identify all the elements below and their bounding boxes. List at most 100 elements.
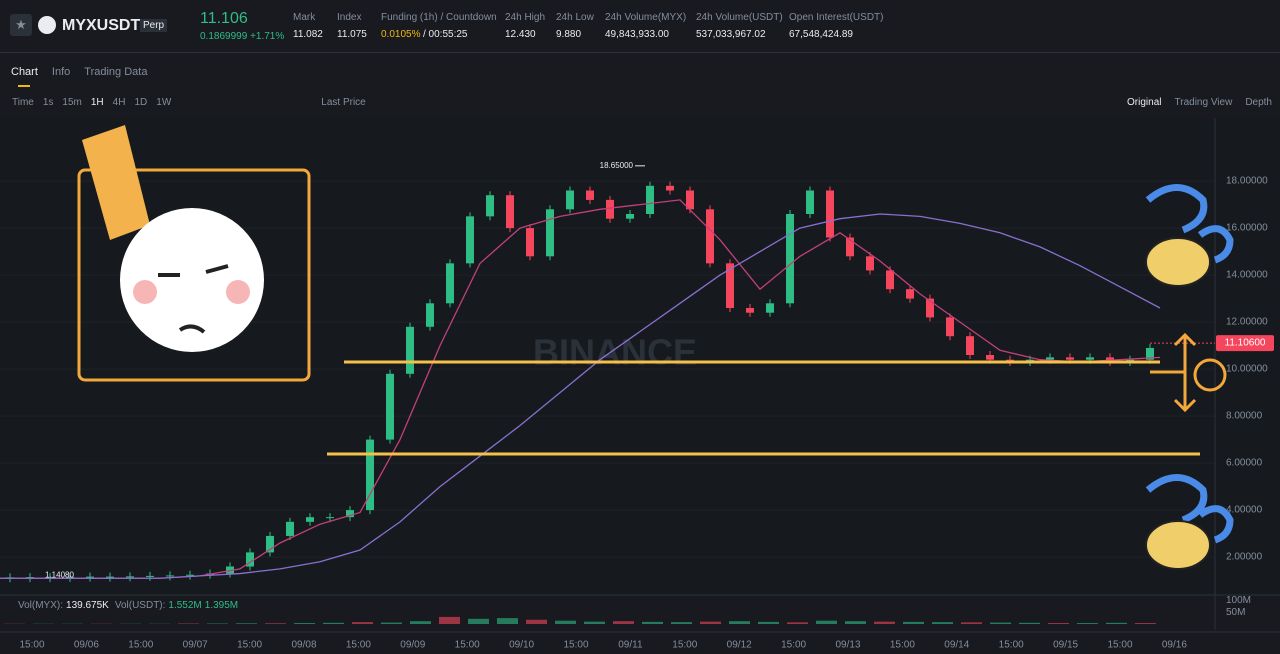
stat-value: 11.075 (337, 29, 367, 40)
volume-bar (236, 623, 257, 624)
candle (706, 209, 714, 264)
volume-bar (729, 621, 750, 624)
volume-bar (410, 621, 431, 624)
candle (746, 308, 754, 313)
volume-bar (439, 616, 460, 624)
x-tick-label: 15:00 (999, 640, 1024, 651)
candle (586, 190, 594, 200)
price-change: 0.1869999 +1.71% (200, 31, 284, 42)
candle (506, 195, 514, 229)
candle (146, 575, 154, 577)
candle (326, 517, 334, 519)
view[interactable]: Original (1127, 97, 1162, 108)
stat-value: 49,843,933.00 (605, 29, 669, 40)
candle (1046, 357, 1054, 360)
candle (486, 195, 494, 217)
tab[interactable]: Info (51, 66, 71, 78)
candle (1086, 357, 1094, 360)
view[interactable]: Trading View (1174, 97, 1233, 108)
interval[interactable]: 1D (134, 97, 148, 108)
symbol[interactable]: MYXUSDT (62, 17, 141, 34)
stat-label: 24h Volume(USDT) (696, 12, 783, 23)
y-tick-label: 2.00000 (1226, 552, 1263, 563)
toolbar: Time 1s 15m 1H 4H 1D 1W Last Price (0, 97, 366, 108)
y-tick-label: 12.00000 (1226, 317, 1268, 328)
candle (846, 237, 854, 257)
volume-bar (642, 621, 663, 624)
y-tick-label: 18.00000 (1226, 176, 1268, 187)
interval[interactable]: 15m (62, 97, 82, 108)
x-tick-label: 09/13 (835, 640, 860, 651)
candle (66, 576, 74, 578)
volume-bar (381, 622, 402, 624)
volume-bar (1077, 623, 1098, 624)
tab[interactable]: Trading Data (84, 66, 148, 78)
candle (666, 185, 674, 191)
stat-label: 24h Volume(MYX) (605, 12, 687, 23)
candle (926, 298, 934, 318)
candle (286, 521, 294, 536)
interval[interactable]: 1H (90, 97, 104, 108)
volume-bar (903, 621, 924, 624)
change-pct: +1.71% (250, 31, 285, 42)
candle (406, 326, 414, 374)
stat-label: 24h Low (556, 12, 594, 23)
candle (886, 270, 894, 290)
vol-value: 139.675K (66, 600, 109, 611)
y-tick-label: 10.00000 (1226, 364, 1268, 375)
candle (526, 228, 534, 257)
volume-bar (990, 622, 1011, 624)
vol-label: Vol(MYX): (18, 600, 64, 611)
last-price: 11.106 (200, 10, 248, 27)
tab[interactable]: Chart (11, 66, 38, 78)
candle (46, 577, 54, 579)
x-tick-label: 09/16 (1162, 640, 1187, 651)
candle (966, 336, 974, 355)
vol-label: Vol(USDT): (114, 600, 166, 611)
stat-value: 67,548,424.89 (789, 29, 853, 40)
candle (266, 535, 274, 553)
y-tick-label: 14.00000 (1226, 270, 1268, 281)
volume-bar (1019, 622, 1040, 624)
candle (106, 576, 114, 578)
interval[interactable]: 1W (156, 97, 172, 108)
candle (386, 373, 394, 440)
volume-bar (845, 621, 866, 624)
favorite-star[interactable]: ★ (10, 14, 32, 36)
change: 0.1869999 (200, 31, 248, 42)
volume-bar (294, 623, 315, 624)
volume-bar (555, 620, 576, 624)
interval[interactable]: Time (12, 97, 34, 108)
interval[interactable]: 1s (42, 97, 54, 108)
stat-value: 12.430 (505, 29, 536, 40)
price-type[interactable]: Last Price (321, 97, 366, 108)
last-price-box (1216, 335, 1274, 352)
candle (766, 303, 774, 313)
candle (166, 575, 174, 577)
volume-bar (526, 619, 547, 624)
volume-bar (758, 621, 779, 624)
candle (786, 214, 794, 304)
y-tick-label: 16.00000 (1226, 223, 1268, 234)
volume-bar (787, 622, 808, 624)
interval[interactable]: 4H (112, 97, 126, 108)
volume-bar (932, 622, 953, 624)
stat-value: 537,033,967.02 (696, 29, 766, 40)
stat-extra: / 00:55:25 (423, 29, 468, 40)
x-tick-label: 09/12 (727, 640, 752, 651)
low-label: 1.14080 (45, 570, 74, 579)
stat-value: 0.0105% (381, 29, 421, 40)
volume-bar (1135, 623, 1156, 624)
candle (546, 209, 554, 257)
view[interactable]: Depth (1245, 97, 1272, 108)
badge: Perp (140, 19, 168, 32)
candle (826, 190, 834, 238)
x-tick-label: 15:00 (563, 640, 588, 651)
vol-tick-label: 100M (1226, 595, 1251, 606)
x-tick-label: 15:00 (1107, 640, 1132, 651)
candle (906, 289, 914, 299)
volume-bar (323, 622, 344, 624)
volume-bar (497, 618, 518, 624)
candle (646, 185, 654, 214)
